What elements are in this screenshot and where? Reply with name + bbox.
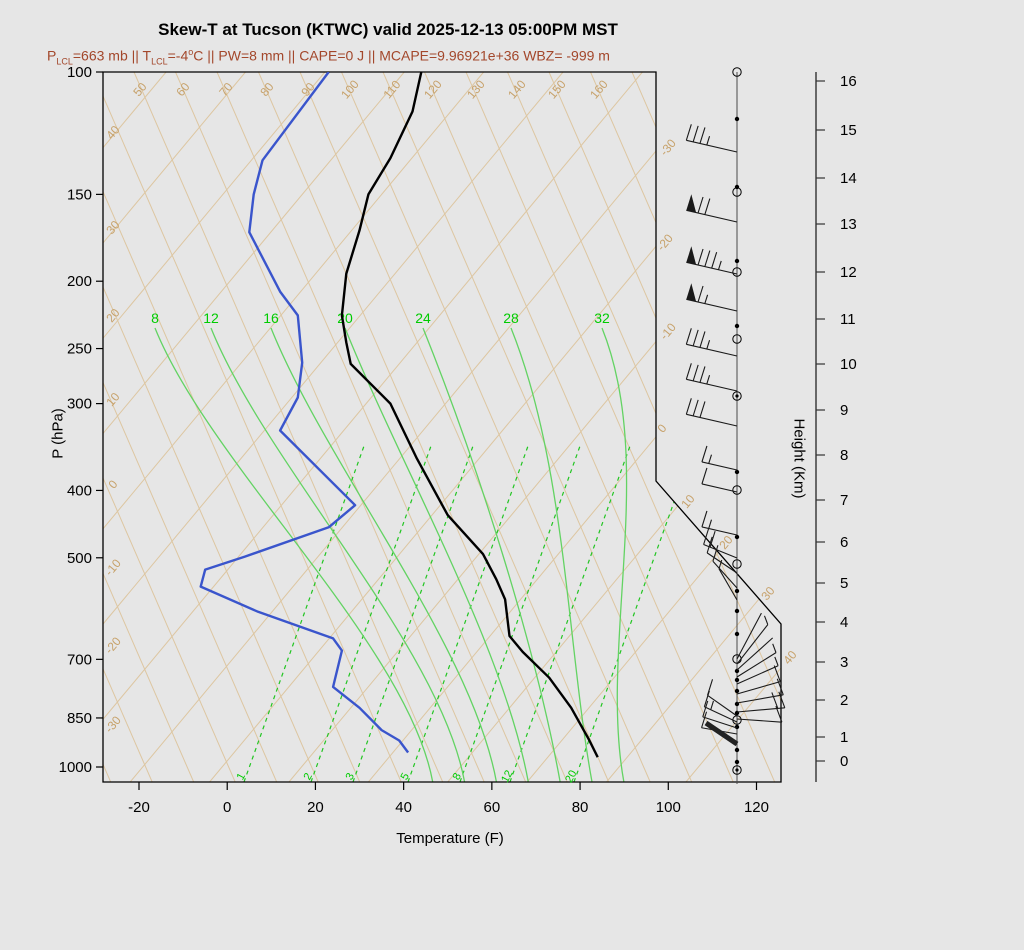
- mixing-ratio-labels: 1 2 3 5 8 12 20: [235, 768, 580, 784]
- page-title: Skew-T at Tucson (KTWC) valid 2025-12-13…: [158, 20, 618, 39]
- svg-text:20: 20: [563, 768, 579, 784]
- svg-text:20: 20: [337, 310, 353, 326]
- svg-text:-20: -20: [128, 799, 150, 816]
- sounding-curves: [199, 72, 599, 758]
- svg-text:150: 150: [67, 186, 92, 203]
- svg-text:850: 850: [67, 710, 92, 727]
- svg-text:10: 10: [678, 492, 698, 511]
- temperature-curve: [340, 72, 599, 758]
- svg-text:1: 1: [840, 729, 848, 746]
- svg-text:30: 30: [103, 218, 123, 237]
- svg-text:50: 50: [130, 80, 150, 99]
- svg-text:5: 5: [399, 771, 412, 782]
- svg-text:200: 200: [67, 273, 92, 290]
- dry-adiabat-lines: [103, 72, 781, 782]
- svg-text:30: 30: [758, 584, 778, 603]
- svg-text:500: 500: [67, 550, 92, 567]
- temperature-axis-title: Temperature (F): [396, 830, 504, 847]
- grid-labels: 50 60 70 80 90 100 110 120 130 140 150 160403020100…: [102, 77, 800, 736]
- svg-text:120: 120: [744, 799, 769, 816]
- svg-text:300: 300: [67, 396, 92, 413]
- svg-text:4: 4: [840, 614, 848, 631]
- svg-text:40: 40: [395, 799, 412, 816]
- svg-text:250: 250: [67, 341, 92, 358]
- svg-text:20: 20: [307, 799, 324, 816]
- svg-text:400: 400: [67, 482, 92, 499]
- svg-text:-10: -10: [102, 556, 124, 579]
- svg-text:0: 0: [654, 421, 669, 435]
- svg-text:9: 9: [840, 402, 848, 419]
- svg-text:1: 1: [235, 771, 248, 782]
- svg-text:6: 6: [840, 534, 848, 551]
- svg-text:100: 100: [67, 64, 92, 81]
- svg-text:32: 32: [594, 310, 610, 326]
- svg-text:80: 80: [572, 799, 589, 816]
- grid-lines: [103, 72, 781, 782]
- svg-text:28: 28: [503, 310, 519, 326]
- svg-text:7: 7: [840, 492, 848, 509]
- svg-text:130: 130: [464, 77, 488, 102]
- surface-wind-thick-barb: [704, 720, 739, 747]
- svg-text:2: 2: [302, 771, 315, 782]
- svg-text:24: 24: [415, 310, 431, 326]
- svg-text:8: 8: [451, 771, 464, 782]
- svg-text:70: 70: [216, 80, 236, 99]
- dewpoint-curve: [199, 72, 410, 754]
- moist-adiabat-lines: [154, 327, 628, 782]
- svg-text:-10: -10: [657, 320, 679, 343]
- svg-text:160: 160: [587, 77, 611, 102]
- svg-text:-30: -30: [657, 136, 679, 159]
- moist-adiabat-labels: 8 12 16 20 24 28 32: [151, 310, 610, 326]
- svg-text:1000: 1000: [59, 759, 92, 776]
- svg-text:12: 12: [840, 264, 857, 281]
- svg-text:150: 150: [545, 77, 569, 102]
- svg-text:-20: -20: [654, 231, 676, 254]
- plot-frame: [102, 71, 782, 783]
- svg-text:140: 140: [505, 77, 529, 102]
- svg-text:8: 8: [151, 310, 159, 326]
- wind-barb-column: [685, 67, 786, 784]
- svg-text:110: 110: [380, 77, 403, 101]
- height-axis-title: Height (Km): [790, 418, 808, 499]
- svg-text:16: 16: [840, 73, 857, 90]
- svg-text:120: 120: [421, 77, 445, 102]
- mixing-ratio-lines: [243, 444, 695, 782]
- svg-text:40: 40: [103, 123, 123, 142]
- svg-text:11: 11: [840, 311, 856, 328]
- svg-text:12: 12: [203, 310, 219, 326]
- svg-text:80: 80: [257, 80, 277, 99]
- svg-text:3: 3: [840, 654, 848, 671]
- pressure-axis-title: P (hPa): [49, 408, 67, 459]
- svg-text:100: 100: [338, 77, 362, 102]
- svg-text:5: 5: [840, 575, 848, 592]
- svg-text:3: 3: [344, 771, 357, 782]
- svg-text:20: 20: [103, 306, 123, 325]
- svg-text:40: 40: [780, 648, 800, 667]
- svg-text:16: 16: [263, 310, 279, 326]
- svg-text:60: 60: [173, 80, 193, 99]
- svg-text:700: 700: [67, 651, 92, 668]
- svg-text:12: 12: [499, 768, 515, 784]
- svg-text:13: 13: [840, 216, 857, 233]
- svg-text:-20: -20: [102, 634, 124, 657]
- svg-text:0: 0: [223, 799, 231, 816]
- svg-text:15: 15: [840, 122, 857, 139]
- svg-text:60: 60: [484, 799, 501, 816]
- svg-text:20: 20: [716, 533, 736, 552]
- svg-text:0: 0: [840, 753, 848, 770]
- svg-text:10: 10: [840, 356, 857, 373]
- svg-text:2: 2: [840, 692, 848, 709]
- svg-text:10: 10: [103, 390, 123, 409]
- svg-text:14: 14: [840, 170, 857, 187]
- svg-text:8: 8: [840, 447, 848, 464]
- sounding-parameters-line: PLCL=663 mb || TLCL=-4oC || PW=8 mm || C…: [47, 47, 610, 67]
- svg-text:100: 100: [656, 799, 681, 816]
